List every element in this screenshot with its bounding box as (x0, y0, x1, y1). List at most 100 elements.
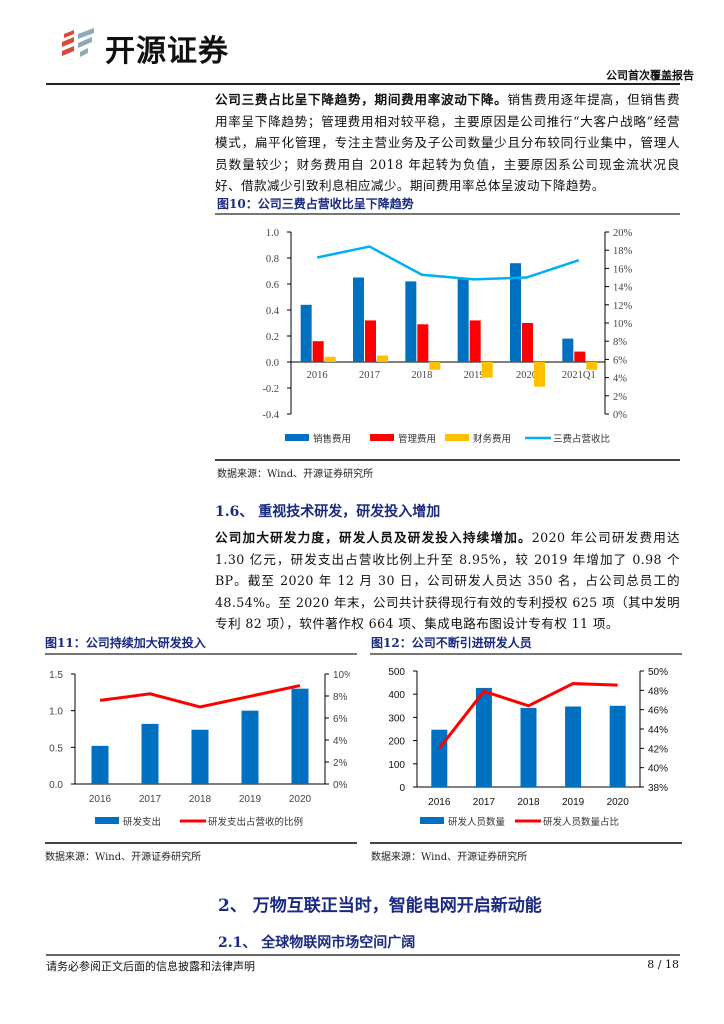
figure-rule (215, 459, 680, 461)
line-三费占营收比 (316, 245, 580, 281)
y2-tick-label: 0% (333, 780, 348, 791)
y-tick-label: 1.0 (266, 228, 279, 239)
bar-研发支出 (241, 710, 259, 784)
figure-rule (215, 213, 680, 215)
bar-销售费用 (457, 278, 469, 362)
bar-管理费用 (417, 324, 429, 362)
chart-fig10: 1.0 0.8 0.6 0.4 0.2 0.0 -0.2 -0.4 20% 18% 16% 14% 12… (262, 228, 633, 445)
y2-tick-label: 38% (648, 783, 668, 794)
bar-销售费用 (510, 263, 521, 362)
legend-swatch (95, 817, 119, 824)
legend-label: 财务费用 (473, 433, 511, 445)
header-rule (46, 83, 680, 85)
paragraph-body: 销售费用逐年提高，但销售费用率呈下降趋势；管理费用相对较平稳，主要原因是公司推行… (215, 92, 680, 194)
figure-11-title: 图11：公司持续加大研发投入 (45, 636, 206, 650)
y2-tick-label: 14% (613, 283, 633, 294)
section-2-title: 2、 万物互联正当时，智能电网开启新动能 (218, 896, 542, 916)
figure-rule (370, 842, 682, 844)
x-tick-label: 2016 (89, 794, 112, 805)
bar-管理费用 (312, 341, 324, 362)
legend-label: 管理费用 (398, 433, 436, 445)
y-tick-label: 0.2 (266, 332, 279, 343)
bar-管理费用 (522, 323, 533, 362)
y-tick-label: 0.0 (49, 780, 63, 791)
y2-tick-label: 0% (613, 410, 627, 421)
y-tick-label: -0.2 (262, 384, 279, 395)
y2-tick-label: 4% (613, 374, 627, 385)
line-研发支出占营收的比例 (99, 684, 301, 709)
legend-label: 研发支出 (123, 816, 161, 828)
legend-swatch (445, 434, 469, 441)
y2-tick-label: 2% (333, 758, 348, 769)
legend-swatch (285, 434, 309, 441)
bar-研发人员数量 (565, 706, 582, 787)
figure-rule (45, 653, 357, 655)
x-tick-label: 2018 (411, 370, 432, 381)
y2-tick-label: 46% (648, 706, 668, 717)
legend-label: 研发人员数量占比 (543, 816, 619, 828)
bar-研发人员数量 (609, 705, 626, 787)
y-tick-label: 400 (388, 690, 405, 701)
x-tick-label: 2019 (562, 797, 585, 808)
bar-财务费用 (586, 362, 598, 370)
report-type: 公司首次覆盖报告 (606, 69, 694, 82)
logo: 开源证券 (60, 26, 260, 69)
logo-text: 开源证券 (105, 34, 229, 69)
legend-swatch (370, 434, 394, 441)
legend-label: 研发人员数量 (448, 816, 506, 828)
bar-销售费用 (300, 304, 312, 362)
chart-fig11: 1.5 1.0 0.5 0.0 10% 8% 6% 4% 2% 0% 2016 2017 2018 201… (49, 670, 350, 828)
legend-label: 研发支出占营收的比例 (208, 816, 303, 828)
bar-研发人员数量 (431, 729, 448, 787)
y-tick-label: 0.4 (266, 306, 280, 317)
y-tick-label: 300 (388, 713, 405, 724)
y2-tick-label: 50% (648, 667, 668, 678)
bar-研发支出 (191, 729, 209, 784)
chart-fig12: 500 400 300 200 100 0 50% 48% 46% 44% 42% 40% 38% 201… (388, 667, 668, 828)
y-tick-label: -0.4 (262, 410, 279, 421)
legend-label: 三费占营收比 (553, 433, 610, 445)
x-tick-label: 2019 (464, 370, 485, 381)
bar-研发人员数量 (520, 707, 537, 787)
x-tick-label: 2020 (516, 370, 537, 381)
figure-rule (370, 653, 682, 655)
x-tick-label: 2019 (239, 794, 262, 805)
bar-销售费用 (405, 281, 417, 362)
y2-tick-label: 20% (613, 228, 633, 239)
legend-swatch (420, 817, 444, 824)
y2-tick-label: 42% (648, 744, 668, 755)
bar-财务费用 (324, 356, 336, 362)
page-number: 8 / 18 (647, 958, 679, 971)
logo-icon (62, 28, 94, 57)
bar-销售费用 (353, 277, 364, 362)
figure-12-title: 图12：公司不断引进研发人员 (371, 636, 532, 650)
legend-label: 销售费用 (313, 433, 351, 445)
y2-tick-label: 8% (333, 692, 348, 703)
bar-管理费用 (469, 320, 481, 362)
paragraph-lead: 公司三费占比呈下降趋势，期间费用率波动下降。 (215, 92, 508, 107)
x-tick-label: 2021Q1 (562, 370, 596, 381)
section-1-6-title: 1.6、 重视技术研发，研发投入增加 (215, 504, 441, 520)
y2-tick-label: 10% (613, 319, 633, 330)
paragraph-lead: 公司加大研发力度，研发人员及研发投入持续增加。 (215, 530, 532, 545)
y-tick-label: 0.0 (266, 358, 279, 369)
y2-tick-label: 6% (613, 355, 627, 366)
bar-研发支出 (91, 745, 109, 784)
y-tick-label: 1.5 (49, 670, 63, 681)
bar-管理费用 (574, 351, 586, 362)
line-研发人员数量占比 (438, 682, 618, 750)
y-tick-label: 500 (388, 667, 405, 678)
y2-tick-label: 18% (613, 246, 633, 257)
y-tick-label: 1.0 (49, 707, 63, 718)
figure-10-title: 图10：公司三费占营收比呈下降趋势 (217, 197, 414, 211)
paragraph-expenses: 公司三费占比呈下降趋势，期间费用率波动下降。销售费用逐年提高，但销售费用率呈下降… (215, 89, 680, 197)
y-tick-label: 0 (399, 783, 405, 794)
y2-tick-label: 40% (648, 764, 668, 775)
y-tick-label: 200 (388, 737, 405, 748)
figure-12-source: 数据来源：Wind、开源证券研究所 (371, 852, 528, 863)
bar-财务费用 (377, 355, 388, 362)
y2-tick-label: 10% (333, 670, 350, 681)
figure-11-source: 数据来源：Wind、开源证券研究所 (45, 852, 202, 863)
y2-tick-label: 6% (333, 714, 348, 725)
section-2-1-title: 2.1、 全球物联网市场空间广阔 (218, 935, 416, 951)
